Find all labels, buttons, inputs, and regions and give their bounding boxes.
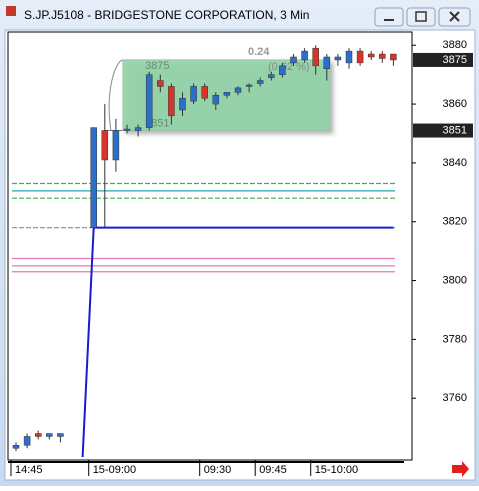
close-icon <box>449 11 460 22</box>
last-price-marker-box <box>413 52 473 67</box>
candle-body <box>46 433 53 437</box>
app-icon <box>6 6 16 16</box>
candle-body <box>212 94 220 105</box>
scroll-arrow[interactable] <box>452 461 469 477</box>
annotation-change-pct: (0.62 %) <box>268 61 310 73</box>
y-tick-label: 3880 <box>443 39 467 51</box>
x-tick-label: 15-10:00 <box>315 464 358 476</box>
candle-body <box>112 130 120 161</box>
candle-body <box>301 50 308 61</box>
candle-body <box>12 445 20 449</box>
candle-body <box>279 65 286 75</box>
candle-body <box>179 97 186 111</box>
candle-body <box>201 86 208 99</box>
candle-body <box>157 80 164 87</box>
candle-body <box>34 433 42 437</box>
y-tick-label: 3800 <box>443 274 467 286</box>
y-tick-label: 3860 <box>443 98 467 110</box>
last-price-marker: 3875 <box>443 54 467 66</box>
x-tick-label: 09:30 <box>204 464 232 476</box>
annotation-arc <box>108 59 124 131</box>
candle-body <box>379 53 386 59</box>
candle-body <box>390 53 397 61</box>
candle-body <box>190 86 197 102</box>
candle-body <box>234 87 242 93</box>
maximize-icon <box>415 11 427 22</box>
marker-price-label: 3851 <box>443 124 467 136</box>
candle-body <box>256 80 264 84</box>
marker-price-label-box <box>413 123 473 138</box>
price-line <box>81 226 394 458</box>
annotation-change: 0.24 <box>248 46 270 58</box>
candle-body <box>90 127 97 228</box>
candle-body <box>101 130 109 161</box>
candle-body <box>23 436 31 446</box>
x-tick-label: 14:45 <box>15 464 43 476</box>
candle-body <box>268 74 275 78</box>
annotation-top: 3875 <box>145 60 169 72</box>
candle-body <box>290 56 297 64</box>
candle-body <box>245 84 253 87</box>
y-tick-label: 3760 <box>443 392 467 404</box>
candle-body <box>367 53 375 58</box>
candle-body <box>312 47 319 67</box>
candle-body <box>134 127 142 131</box>
candle-body <box>334 56 342 61</box>
candle-body <box>223 92 231 96</box>
x-tick-label: 09:45 <box>259 464 287 476</box>
candle-body <box>323 56 331 70</box>
candle-body <box>168 86 175 117</box>
candle-body <box>57 433 64 437</box>
window-title: S.JP.J5108 - BRIDGESTONE CORPORATION, 3 … <box>24 8 309 22</box>
candle-body <box>356 50 364 64</box>
y-tick-label: 3840 <box>443 157 467 169</box>
y-tick-label: 3820 <box>443 216 467 228</box>
maximize-button[interactable] <box>406 7 436 27</box>
candle-body <box>123 128 131 131</box>
y-tick-label: 3780 <box>443 333 467 345</box>
candle-body <box>345 50 353 64</box>
x-tick-label: 15-09:00 <box>93 464 136 476</box>
minimize-button[interactable] <box>374 7 404 27</box>
candle-body <box>145 74 153 128</box>
